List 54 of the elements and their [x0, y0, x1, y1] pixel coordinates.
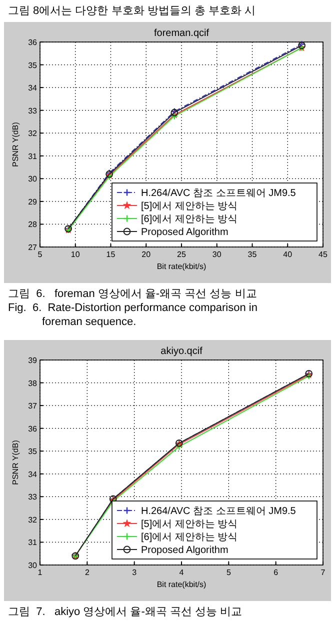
legend-label: H.264/AVC 참조 소프트웨어 JM9.5 — [141, 188, 296, 199]
x-tick-label: 5 — [226, 568, 232, 577]
y-axis-title: PSNR Y(dB) — [11, 122, 20, 167]
chart-title: foreman.qcif — [154, 28, 210, 39]
y-tick-label: 31 — [28, 538, 38, 548]
y-tick-label: 39 — [28, 356, 38, 365]
legend-label: [6]에서 제안하는 방식 — [141, 532, 238, 543]
legend-label: Proposed Algorithm — [141, 545, 228, 556]
y-tick-label: 30 — [28, 174, 38, 184]
y-tick-label: 35 — [28, 60, 38, 70]
legend-label: Proposed Algorithm — [141, 227, 228, 238]
x-tick-label: 30 — [212, 250, 222, 259]
x-tick-label: 45 — [318, 250, 328, 259]
y-axis-title: PSNR Y(dB) — [11, 440, 20, 485]
legend-label: [5]에서 제안하는 방식 — [141, 201, 238, 212]
x-tick-label: 25 — [177, 250, 186, 259]
y-tick-label: 28 — [28, 220, 38, 230]
x-tick-label: 5 — [38, 250, 43, 259]
caption: 그림 6. foreman 영상에서 율-왜곡 곡선 성능 비교 — [8, 288, 257, 300]
caption: Fig. 6. Rate-Distortion performance comparison in foreman sequence. — [8, 302, 258, 328]
legend-label: [5]에서 제안하는 방식 — [141, 519, 238, 530]
legend-label: [6]에서 제안하는 방식 — [141, 214, 238, 225]
caption: 그림 7. akiyo 영상에서 율-왜곡 곡선 성능 비교 — [8, 606, 242, 618]
x-tick-label: 1 — [38, 568, 43, 577]
x-tick-label: 40 — [283, 250, 293, 259]
chart-title: akiyo.qcif — [160, 346, 203, 357]
y-tick-label: 33 — [28, 106, 38, 116]
y-tick-label: 35 — [28, 447, 38, 456]
x-tick-label: 15 — [106, 250, 116, 259]
x-tick-label: 4 — [179, 568, 184, 577]
y-tick-label: 34 — [28, 470, 38, 479]
x-axis-title: Bit rate(kbit/s) — [156, 580, 207, 589]
x-tick-label: 35 — [248, 250, 258, 259]
y-tick-label: 32 — [28, 129, 38, 138]
x-tick-label: 20 — [142, 250, 152, 259]
y-tick-label: 32 — [28, 515, 38, 524]
caption: 그림 8에서는 다양한 부호화 방법들의 총 부호화 시 — [8, 5, 256, 17]
x-tick-label: 3 — [132, 568, 138, 577]
y-tick-label: 27 — [28, 243, 38, 252]
x-tick-label: 6 — [274, 568, 279, 577]
x-axis-title: Bit rate(kbit/s) — [156, 262, 207, 271]
y-tick-label: 36 — [28, 38, 38, 47]
x-tick-label: 10 — [70, 250, 80, 259]
y-tick-label: 38 — [28, 378, 38, 388]
y-tick-label: 37 — [28, 402, 38, 411]
legend-label: H.264/AVC 참조 소프트웨어 JM9.5 — [141, 506, 296, 517]
y-tick-label: 36 — [28, 424, 38, 434]
y-tick-label: 30 — [28, 561, 38, 570]
x-tick-label: 2 — [84, 568, 90, 577]
y-tick-label: 34 — [28, 84, 38, 93]
y-tick-label: 31 — [28, 152, 38, 161]
x-tick-label: 7 — [320, 568, 326, 577]
y-tick-label: 29 — [28, 197, 38, 206]
y-tick-label: 33 — [28, 492, 38, 502]
